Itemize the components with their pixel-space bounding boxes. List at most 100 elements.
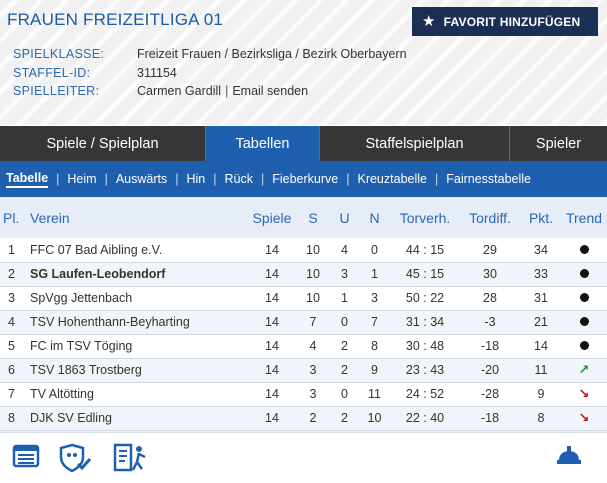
tab-tabellen[interactable]: Tabellen — [206, 126, 320, 161]
cell-points: 34 — [521, 238, 561, 263]
league-header: FRAUEN FREIZEITLIGA 01 ★ FAVORIT HINZUFÜ… — [0, 0, 607, 125]
cell-team[interactable]: TV Altötting — [27, 382, 249, 407]
cell-goal-diff: -3 — [459, 310, 521, 335]
main-tabs: Spiele / Spielplan Tabellen Staffelspiel… — [0, 126, 607, 161]
cell-team[interactable]: TSV 1863 Trostberg — [27, 358, 249, 383]
tab-spiele-spielplan[interactable]: Spiele / Spielplan — [0, 126, 206, 161]
standings-table-area: Pl. Verein Spiele S U N Torverh. Tordiff… — [0, 197, 607, 432]
cell-points: 33 — [521, 262, 561, 287]
cell-wins: 7 — [295, 310, 331, 335]
table-row[interactable]: 1 FFC 07 Bad Aibling e.V. 14 10 4 0 44 : 15 29 3… — [0, 238, 607, 263]
cell-points: 21 — [521, 310, 561, 335]
cell-games: 14 — [249, 238, 295, 263]
cell-wins: 10 — [295, 262, 331, 287]
cell-trend — [561, 334, 607, 359]
cell-games: 14 — [249, 382, 295, 407]
info-value: Carmen Gardill — [137, 84, 222, 98]
table-row[interactable]: 3 SpVgg Jettenbach 14 10 1 3 50 : 22 28 31 — [0, 286, 607, 311]
subtab-heim[interactable]: Heim — [67, 172, 97, 186]
cell-wins: 2 — [295, 406, 331, 431]
separator: | — [104, 172, 108, 186]
table-row[interactable]: 4 TSV Hohenthann-Beyharting 14 7 0 7 31 : 34 -3… — [0, 310, 607, 335]
email-link[interactable]: Email senden — [232, 84, 309, 98]
cell-goal-diff: -18 — [459, 334, 521, 359]
cell-points: 8 — [521, 406, 561, 431]
trend-up-icon: ↗ — [578, 362, 590, 377]
cell-losses: 3 — [358, 286, 391, 311]
cell-wins: 3 — [295, 382, 331, 407]
info-label: SPIELKLASSE: — [13, 47, 105, 61]
subtab-tabelle[interactable]: Tabelle — [6, 171, 49, 188]
subtab-rueck[interactable]: Rück — [224, 172, 253, 186]
col-header-n[interactable]: N — [358, 197, 391, 238]
cell-draws: 1 — [331, 286, 358, 311]
table-icon[interactable] — [12, 442, 40, 475]
table-body: 1 FFC 07 Bad Aibling e.V. 14 10 4 0 44 : 15 29 3… — [0, 238, 607, 431]
info-row-staffel-id: STAFFEL-ID: 311154 — [13, 66, 177, 83]
cell-team[interactable]: SpVgg Jettenbach — [27, 286, 249, 311]
cell-losses: 0 — [358, 238, 391, 263]
subtab-hin[interactable]: Hin — [186, 172, 206, 186]
cell-goals: 23 : 43 — [391, 358, 459, 383]
tab-staffelspielplan[interactable]: Staffelspielplan — [320, 126, 510, 161]
col-header-torverh[interactable]: Torverh. — [391, 197, 459, 238]
page-title: FRAUEN FREIZEITLIGA 01 — [7, 10, 224, 29]
cell-team[interactable]: DJK SV Edling — [27, 406, 249, 431]
cell-goals: 45 : 15 — [391, 262, 459, 287]
col-header-u[interactable]: U — [331, 197, 358, 238]
cell-pl: 6 — [0, 358, 27, 383]
trend-same-icon — [579, 244, 589, 254]
cell-goal-diff: 29 — [459, 238, 521, 263]
cell-games: 14 — [249, 262, 295, 287]
table-header-row: Pl. Verein Spiele S U N Torverh. Tordiff… — [0, 197, 607, 238]
separator: | — [175, 172, 179, 186]
add-favorite-button[interactable]: ★ FAVORIT HINZUFÜGEN — [412, 7, 598, 36]
table-row[interactable]: 6 TSV 1863 Trostberg 14 3 2 9 23 : 43 -20 11 ↗ — [0, 358, 607, 383]
table-row[interactable]: 8 DJK SV Edling 14 2 2 10 22 : 40 -18 8 ↘ — [0, 406, 607, 431]
separator: | — [346, 172, 350, 186]
shield-check-icon[interactable] — [58, 442, 94, 479]
subtab-fieberkurve[interactable]: Fieberkurve — [272, 172, 339, 186]
table-row[interactable]: 2 SG Laufen-Leobendorf 14 10 3 1 45 : 15 30 33 — [0, 262, 607, 287]
cell-points: 9 — [521, 382, 561, 407]
info-value: 311154 — [137, 66, 177, 80]
col-header-trend[interactable]: Trend — [561, 197, 607, 238]
separator: | — [225, 84, 229, 98]
col-header-spiele[interactable]: Spiele — [249, 197, 295, 238]
cell-losses: 11 — [358, 382, 391, 407]
cell-team[interactable]: TSV Hohenthann-Beyharting — [27, 310, 249, 335]
cell-team[interactable]: FC im TSV Töging — [27, 334, 249, 359]
tab-spieler[interactable]: Spieler — [535, 135, 582, 152]
col-header-pl[interactable]: Pl. — [0, 197, 27, 238]
cell-wins: 10 — [295, 238, 331, 263]
cell-pl: 8 — [0, 406, 27, 431]
cell-games: 14 — [249, 406, 295, 431]
subtab-auswaerts[interactable]: Auswärts — [115, 172, 168, 186]
star-icon: ★ — [422, 13, 436, 30]
cell-wins: 3 — [295, 358, 331, 383]
cell-team[interactable]: FFC 07 Bad Aibling e.V. — [27, 238, 249, 263]
subtab-kreuztabelle[interactable]: Kreuztabelle — [357, 172, 427, 186]
col-header-verein[interactable]: Verein — [27, 197, 249, 238]
info-row-spielklasse: SPIELKLASSE: Freizeit Frauen / Bezirksli… — [13, 47, 407, 64]
col-header-tordiff[interactable]: Tordiff. — [459, 197, 521, 238]
table-row[interactable]: 5 FC im TSV Töging 14 4 2 8 30 : 48 -18 14 — [0, 334, 607, 359]
cell-goals: 31 : 34 — [391, 310, 459, 335]
subtab-fairnesstabelle[interactable]: Fairnesstabelle — [446, 172, 531, 186]
cell-losses: 7 — [358, 310, 391, 335]
referee-report-icon[interactable] — [112, 442, 148, 479]
col-header-s[interactable]: S — [295, 197, 331, 238]
separator: | — [213, 172, 217, 186]
info-value: Freizeit Frauen / Bezirksliga / Bezirk O… — [137, 47, 407, 61]
cell-losses: 8 — [358, 334, 391, 359]
cell-goal-diff: 28 — [459, 286, 521, 311]
table-row[interactable]: 7 TV Altötting 14 3 0 11 24 : 52 -28 9 ↘ — [0, 382, 607, 407]
whistle-icon[interactable] — [556, 445, 582, 472]
cell-goal-diff: 30 — [459, 262, 521, 287]
cell-pl: 2 — [0, 262, 27, 287]
col-header-pkt[interactable]: Pkt. — [521, 197, 561, 238]
cell-games: 14 — [249, 286, 295, 311]
cell-team[interactable]: SG Laufen-Leobendorf — [27, 262, 249, 287]
cell-goals: 50 : 22 — [391, 286, 459, 311]
cell-losses: 1 — [358, 262, 391, 287]
